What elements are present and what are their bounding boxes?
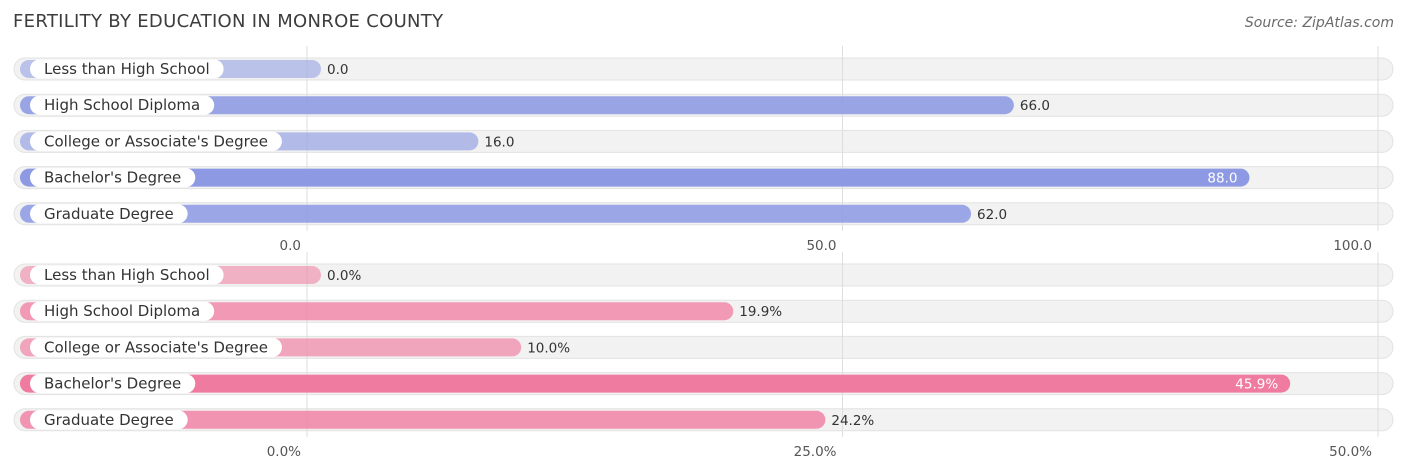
tick-label: 25.0% [794,444,837,460]
category-label-pill [30,410,188,430]
category-label: Graduate Degree [44,205,174,223]
category-label: High School Diploma [44,302,200,320]
category-label-pill [30,265,224,285]
source-note: Source: ZipAtlas.com [1244,15,1394,31]
value-label: 24.2% [831,413,874,429]
category-label-pill [30,131,282,151]
tick-label: 50.0 [806,238,836,254]
bar [20,204,972,223]
value-label: 0.0 [327,62,348,78]
category-label-pill [30,204,188,224]
category-label: Graduate Degree [44,411,174,429]
value-label: 0.0% [327,268,361,284]
bar [20,168,1250,187]
tick-label: 0.0% [267,444,301,460]
value-label: 10.0% [527,340,570,356]
tick-label: 0.0 [280,238,301,254]
value-label: 45.9% [1235,377,1278,393]
category-label: High School Diploma [44,96,200,114]
row-track [13,263,1394,287]
category-label-pill [30,95,215,115]
category-label: Less than High School [44,266,210,284]
category-label: College or Associate's Degree [44,132,268,150]
category-label: College or Associate's Degree [44,338,268,356]
value-label: 19.9% [739,304,782,320]
category-label-pill [30,337,282,357]
category-label-pill [30,374,196,394]
bar [20,96,1014,115]
category-label: Less than High School [44,60,210,78]
chart-title: Fertility by Education in Monroe County [13,11,444,32]
category-label-pill [30,59,224,79]
category-label-pill [30,168,196,188]
category-label: Bachelor's Degree [44,169,181,187]
category-label: Bachelor's Degree [44,375,181,393]
row-track [13,57,1394,81]
value-label: 62.0 [977,207,1007,223]
tick-label: 100.0 [1333,238,1372,254]
value-label: 88.0 [1207,171,1237,187]
category-label-pill [30,301,215,321]
tick-label: 50.0% [1329,444,1372,460]
value-label: 16.0 [484,134,514,150]
bar [20,374,1291,393]
value-label: 66.0 [1020,98,1050,114]
bar [20,410,826,429]
